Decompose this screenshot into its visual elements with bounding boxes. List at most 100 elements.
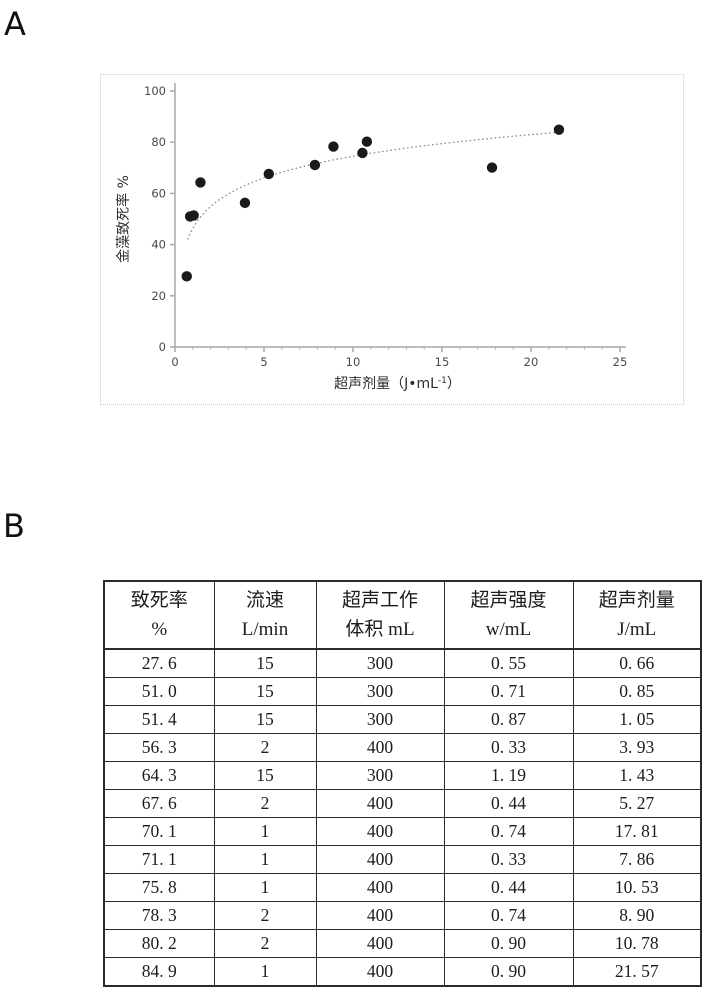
table-cell: 1 [213, 845, 317, 874]
table-cell: 0. 87 [443, 705, 574, 734]
table-cell: 80. 2 [103, 929, 215, 958]
table-cell: 51. 4 [103, 705, 215, 734]
table-cell: 70. 1 [103, 817, 215, 846]
table-header-row: 致死率% 流速 L/min 超声工作体积 mL 超声强度 w/mL 超声剂量 J/mL [103, 580, 702, 650]
y-tick-label: 0 [159, 340, 166, 354]
scatter-point [553, 124, 565, 135]
table-row: 78. 3 2 400 0. 74 8. 90 [103, 901, 702, 930]
table-cell: 15 [213, 761, 317, 790]
table-cell: 1. 19 [443, 761, 574, 790]
header-line2: 体积 mL [345, 619, 415, 640]
chart-panel: 0 5 10 15 20 25 0 20 40 60 80 100 超声剂量（J•mL-1） 金藻致死率 … [100, 74, 684, 405]
table-cell: 0. 44 [443, 789, 574, 818]
table-row: 75. 8 1 400 0. 44 10. 53 [103, 873, 702, 902]
table-cell: 1 [213, 957, 317, 987]
table-cell: 0. 90 [443, 929, 574, 958]
table-cell: 2 [213, 929, 317, 958]
table-cell: 2 [213, 789, 317, 818]
table-cell: 21. 57 [572, 957, 702, 987]
table-cell: 0. 74 [443, 901, 574, 930]
y-tick-label: 80 [151, 135, 166, 149]
table-cell: 8. 90 [572, 901, 702, 930]
table-cell: 17. 81 [572, 817, 702, 846]
table-cell: 400 [315, 845, 445, 874]
x-tick-label: 0 [171, 355, 178, 369]
table-cell: 0. 44 [443, 873, 574, 902]
table-cell: 2 [213, 733, 317, 762]
panel-a-label: A [4, 5, 26, 43]
table-cell: 10. 53 [572, 873, 702, 902]
table-cell: 51. 0 [103, 677, 215, 706]
table-cell: 0. 71 [443, 677, 574, 706]
table-cell: 0. 33 [443, 733, 574, 762]
header-line1: 超声工作 [341, 589, 418, 611]
x-tick-label: 15 [435, 355, 450, 369]
mortality-dose-scatter-chart: 0 5 10 15 20 25 0 20 40 60 80 100 超声剂量（J•mL-1） 金藻致死率 … [115, 83, 627, 392]
table-cell: 15 [213, 648, 317, 678]
table-cell: 400 [315, 929, 445, 958]
y-tick-label: 100 [144, 84, 166, 98]
y-tick-label: 60 [151, 186, 166, 200]
table-cell: 3. 93 [572, 733, 702, 762]
header-line2: % [151, 619, 168, 640]
table-row: 80. 2 2 400 0. 90 10. 78 [103, 929, 702, 958]
scatter-point [239, 197, 251, 209]
table-header-cell: 超声工作体积 mL [315, 580, 445, 650]
table-row: 56. 3 2 400 0. 33 3. 93 [103, 733, 702, 762]
x-tick-label: 10 [346, 355, 361, 369]
table-cell: 2 [213, 901, 317, 930]
table-body: 27. 6 15 300 0. 55 0. 66 51. 0 15 300 0. 71 0. 85… [103, 648, 702, 987]
header-line1: 超声剂量 [598, 589, 675, 611]
table-row: 71. 1 1 400 0. 33 7. 86 [103, 845, 702, 874]
scatter-point [328, 141, 339, 152]
table-cell: 10. 78 [572, 929, 702, 958]
scatter-point [188, 210, 199, 221]
table-cell: 400 [315, 733, 445, 762]
table-cell: 400 [315, 957, 445, 987]
table-cell: 0. 90 [443, 957, 574, 987]
table-header-cell: 超声剂量 J/mL [572, 580, 702, 650]
y-axis-title: 金藻致死率 % [115, 175, 132, 263]
table-cell: 1. 05 [572, 705, 702, 734]
header-line2: J/mL [617, 619, 657, 640]
dose-mortality-table: 致死率% 流速 L/min 超声工作 体积 mL 超声强度 w/mL 超声剂量 J/mL 27.… [103, 580, 702, 987]
table-cell: 7. 86 [572, 845, 702, 874]
header-line1: 致死率 [130, 589, 188, 611]
table-cell: 84. 9 [103, 957, 215, 987]
table-row: 70. 1 1 400 0. 74 17. 81 [103, 817, 702, 846]
table-cell: 1 [213, 873, 317, 902]
table-cell: 400 [315, 789, 445, 818]
table-cell: 27. 6 [103, 648, 215, 678]
y-tick-label: 20 [151, 289, 166, 303]
scatter-point [309, 159, 321, 171]
table-row: 51. 4 15 300 0. 87 1. 05 [103, 705, 702, 734]
table-cell: 64. 3 [103, 761, 215, 790]
table-cell: 300 [315, 761, 445, 790]
table-row: 27. 6 15 300 0. 55 0. 66 [103, 648, 702, 678]
x-tick-label: 20 [524, 355, 539, 369]
y-tick-label: 40 [151, 238, 166, 252]
table-cell: 400 [315, 873, 445, 902]
scatter-point [361, 136, 373, 147]
x-tick-label: 5 [260, 355, 267, 369]
table-cell: 0. 74 [443, 817, 574, 846]
table-row: 64. 3 15 300 1. 19 1. 43 [103, 761, 702, 790]
scatter-point [181, 271, 192, 282]
table-cell: 71. 1 [103, 845, 215, 874]
table-header-cell: 致死率% [103, 580, 215, 650]
table-cell: 0. 66 [572, 648, 702, 678]
header-line1: 流速 [245, 589, 284, 611]
scatter-point [486, 162, 498, 173]
table-cell: 0. 55 [443, 648, 574, 678]
header-line2: w/mL [485, 619, 532, 640]
table-cell: 1. 43 [572, 761, 702, 790]
table-cell: 75. 8 [103, 873, 215, 902]
table-row: 67. 6 2 400 0. 44 5. 27 [103, 789, 702, 818]
table-header-cell: 超声强度 w/mL [443, 580, 574, 650]
table-cell: 67. 6 [103, 789, 215, 818]
table-header-cell: 流速 L/min [213, 580, 317, 650]
header-line2: L/min [241, 619, 289, 640]
table-cell: 400 [315, 817, 445, 846]
header-line1: 超声强度 [470, 589, 547, 611]
